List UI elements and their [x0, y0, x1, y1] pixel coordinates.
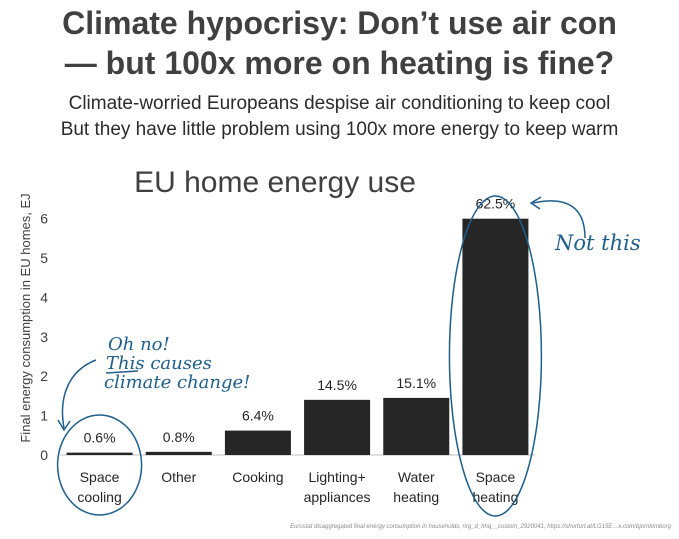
data-label: 15.1%: [396, 375, 436, 391]
data-label: 14.5%: [317, 377, 357, 393]
data-label: 0.8%: [163, 429, 195, 445]
y-tick-label: 6: [40, 211, 48, 227]
y-tick-label: 1: [40, 408, 48, 424]
annotation-arrow-left: [61, 359, 97, 429]
bar: [145, 451, 212, 455]
y-axis-label: Final energy consumption in EU homes, EJ: [18, 193, 33, 442]
annotation-right: Not this: [554, 231, 641, 255]
source-note: Eurostat disaggregated final energy cons…: [290, 524, 671, 530]
bar: [462, 218, 529, 455]
bar: [383, 397, 450, 455]
y-tick-label: 0: [40, 447, 48, 463]
category-label: heating: [393, 489, 439, 505]
annotation-underline: [105, 370, 139, 374]
highlight-oval-space-heating: [448, 195, 543, 517]
data-label: 0.6%: [84, 430, 116, 446]
highlight-oval-space-cooling: [56, 414, 143, 516]
y-tick-label: 2: [40, 368, 48, 384]
annotation-left-line-2: This causes: [106, 353, 212, 374]
annotation-left-line-1: Oh no!: [108, 334, 170, 355]
headline-line-1: Climate hypocrisy: Don’t use air con: [62, 5, 617, 41]
annotation-arrow-right: [532, 200, 586, 239]
headline-line-2: — but 100x more on heating is fine?: [64, 45, 615, 81]
y-tick-label: 4: [40, 289, 48, 305]
y-tick-label: 3: [40, 329, 48, 345]
category-label: Cooking: [232, 469, 283, 485]
y-tick-label: 5: [40, 250, 48, 266]
category-label: heating: [472, 489, 518, 505]
category-label: Lighting+: [308, 469, 365, 485]
data-label: 6.4%: [242, 408, 274, 424]
bar: [224, 430, 291, 455]
bar: [66, 452, 133, 455]
category-label: Other: [161, 469, 196, 485]
subtitle-line-1: Climate-worried Europeans despise air co…: [68, 93, 611, 114]
category-label: Space: [476, 469, 516, 485]
subtitle-line-2: But they have little problem using 100x …: [60, 119, 619, 140]
category-label: cooling: [77, 489, 121, 505]
category-label: Space: [80, 469, 120, 485]
category-label: Water: [398, 469, 435, 485]
bar: [304, 399, 371, 455]
annotation-arrowhead-left: [57, 419, 71, 432]
category-label: appliances: [304, 489, 371, 505]
annotation-left-line-3: climate change!: [104, 372, 250, 393]
chart-title: EU home energy use: [134, 166, 416, 199]
annotation-arrowhead-right: [529, 196, 542, 210]
